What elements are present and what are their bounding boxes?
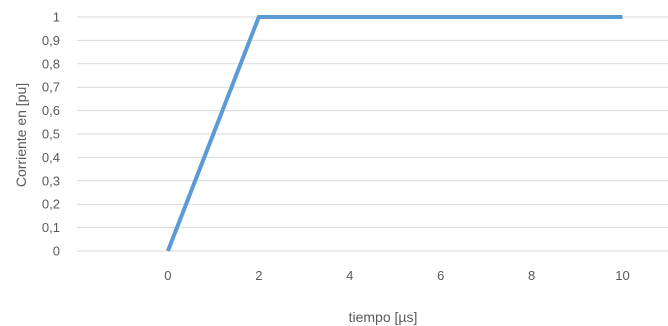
- gridlines: [77, 16, 668, 252]
- x-tick-label: 10: [615, 268, 629, 283]
- y-axis-title: Corriente en [pu]: [13, 83, 29, 187]
- y-tick-label: 0,2: [42, 197, 60, 212]
- y-tick-label: 0: [53, 244, 60, 259]
- x-tick-label: 4: [346, 268, 353, 283]
- y-tick-label: 0,3: [42, 173, 60, 188]
- y-tick-label: 0,5: [42, 127, 60, 142]
- y-tick-labels: 0 0,1 0,2 0,3 0,4 0,5 0,6 0,7 0,8 0,9 1: [42, 10, 60, 259]
- x-tick-labels: 0 2 4 6 8 10: [164, 268, 629, 283]
- y-tick-label: 0,7: [42, 80, 60, 95]
- y-tick-label: 0,8: [42, 56, 60, 71]
- y-tick-label: 0,1: [42, 220, 60, 235]
- x-tick-label: 0: [164, 268, 171, 283]
- y-tick-label: 1: [53, 10, 60, 25]
- x-axis-title: tiempo [µs]: [349, 309, 418, 325]
- x-tick-label: 6: [437, 268, 444, 283]
- x-tick-label: 8: [528, 268, 535, 283]
- y-tick-label: 0,6: [42, 103, 60, 118]
- series-line: [166, 15, 623, 252]
- x-tick-label: 2: [255, 268, 262, 283]
- y-tick-label: 0,4: [42, 150, 60, 165]
- y-tick-label: 0,9: [42, 33, 60, 48]
- series-layer: [166, 15, 623, 252]
